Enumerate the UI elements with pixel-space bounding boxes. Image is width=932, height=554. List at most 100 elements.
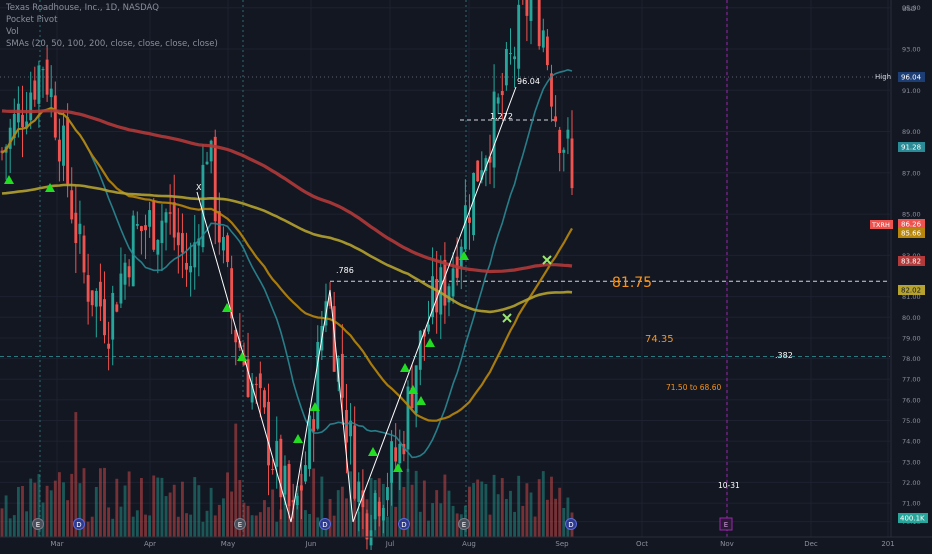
volume-bar xyxy=(127,471,131,537)
candle-body xyxy=(263,390,266,408)
pocket-pivots xyxy=(4,175,552,472)
legend-title[interactable]: Texas Roadhouse, Inc., 1D, NASDAQ xyxy=(6,3,159,13)
volume-bar xyxy=(16,486,20,537)
currency-label: USD xyxy=(902,5,916,13)
candle-body xyxy=(254,383,258,385)
legend-pocket-pivot[interactable]: Pocket Pivot xyxy=(6,15,58,25)
volume-bars xyxy=(0,412,574,537)
legend-volume[interactable]: Vol xyxy=(6,27,19,37)
sma20-tag xyxy=(898,142,925,152)
candle-body xyxy=(123,262,127,285)
volume-bar xyxy=(209,487,213,537)
price-tick-label: 73.00 xyxy=(902,458,921,466)
volume-bar xyxy=(172,484,176,537)
candle-body xyxy=(349,420,352,437)
volume-bar xyxy=(82,468,86,537)
high-tag-value: 96.04 xyxy=(901,74,922,82)
volume-bar xyxy=(37,474,41,537)
x-mark-label: X xyxy=(196,183,202,192)
candle-body xyxy=(312,419,316,432)
candle-body xyxy=(418,330,422,370)
volume-bar xyxy=(398,470,402,537)
future-earnings-letter: E xyxy=(724,521,728,529)
volume-bar xyxy=(496,494,500,537)
event-marker-letter: D xyxy=(322,521,327,529)
candle-body xyxy=(37,65,41,104)
time-axis[interactable]: Mar Apr May Jun Jul Aug Sep Oct Nov Dec 201 xyxy=(0,536,932,548)
candle-body xyxy=(57,139,61,162)
candle-body xyxy=(103,299,106,336)
volume-bar xyxy=(545,499,549,537)
candle-body xyxy=(78,223,82,235)
candle-body xyxy=(463,205,467,250)
time-tick-label: Jun xyxy=(305,540,317,548)
price-tick-label: 95.00 xyxy=(902,4,921,12)
candle-body xyxy=(217,211,221,243)
volume-bar xyxy=(406,468,410,537)
volume-bar xyxy=(537,479,541,537)
candle-body xyxy=(111,292,115,340)
volume-bar xyxy=(451,505,455,537)
candle-body xyxy=(545,36,549,66)
candle-body xyxy=(172,202,176,238)
candle-body xyxy=(209,140,213,162)
volume-bar xyxy=(279,509,283,537)
dividend-marker xyxy=(565,518,577,530)
price-tick-label: 85.00 xyxy=(902,211,921,219)
volume-bar xyxy=(414,470,418,537)
volume-bar xyxy=(562,508,566,537)
high-tag-label: High xyxy=(875,73,891,81)
candle-body xyxy=(21,114,24,128)
price-tick-label: 83.00 xyxy=(902,252,921,260)
volume-bar xyxy=(217,504,221,537)
volume-bar xyxy=(21,485,24,537)
candle-body xyxy=(152,200,156,250)
volume-bar xyxy=(238,480,242,537)
time-tick-label: 201 xyxy=(881,540,894,548)
event-marker-letter: D xyxy=(401,521,406,529)
candle-body xyxy=(135,223,139,226)
pocket-pivot-marker xyxy=(408,385,418,394)
volume-bar xyxy=(131,516,135,537)
volume-bar xyxy=(525,483,529,537)
candle-body xyxy=(447,286,451,303)
candle-body xyxy=(107,343,111,349)
candle-body xyxy=(49,88,53,98)
candle-body xyxy=(66,117,70,184)
volume-bar xyxy=(509,490,512,537)
high-tag xyxy=(898,72,925,82)
candle-body xyxy=(33,80,37,100)
future-earnings-marker xyxy=(719,517,733,531)
sma20-line xyxy=(1,68,573,459)
candle-body xyxy=(82,235,86,273)
candle-body xyxy=(406,386,410,450)
volume-bar xyxy=(443,474,447,537)
candle-body xyxy=(427,324,430,332)
price-tick-label: 89.00 xyxy=(902,128,921,136)
candle-body xyxy=(332,306,336,372)
volume-bar xyxy=(533,516,537,537)
candle-body xyxy=(414,365,418,414)
fib-382-label: .382 xyxy=(775,351,793,360)
volume-bar xyxy=(369,477,373,537)
price-tick-label: 91.00 xyxy=(902,87,921,95)
volume-bar xyxy=(62,482,65,537)
legend-smas[interactable]: SMAs (20, 50, 100, 200, close, close, cl… xyxy=(6,39,218,49)
pocket-pivot-marker xyxy=(459,251,469,260)
volume-bar xyxy=(57,472,61,537)
candle-body xyxy=(139,226,143,232)
axis-tags: USD High 96.04 91.28 TXRH 86.26 85.66 83… xyxy=(870,5,928,523)
volume-bar xyxy=(119,506,123,537)
volume-bar xyxy=(431,503,435,537)
candle-body xyxy=(304,465,307,482)
volume-bar xyxy=(554,498,558,537)
volume-bar xyxy=(541,471,545,537)
price-tick-label: 72.00 xyxy=(902,479,921,487)
volume-bar xyxy=(308,513,311,537)
candle-body xyxy=(258,373,262,389)
volume-bar xyxy=(513,511,517,537)
candle-body xyxy=(168,212,172,214)
price-axis[interactable]: 97.0095.0093.0091.0089.0087.0085.0083.00… xyxy=(890,0,921,537)
candle-body xyxy=(8,127,12,149)
